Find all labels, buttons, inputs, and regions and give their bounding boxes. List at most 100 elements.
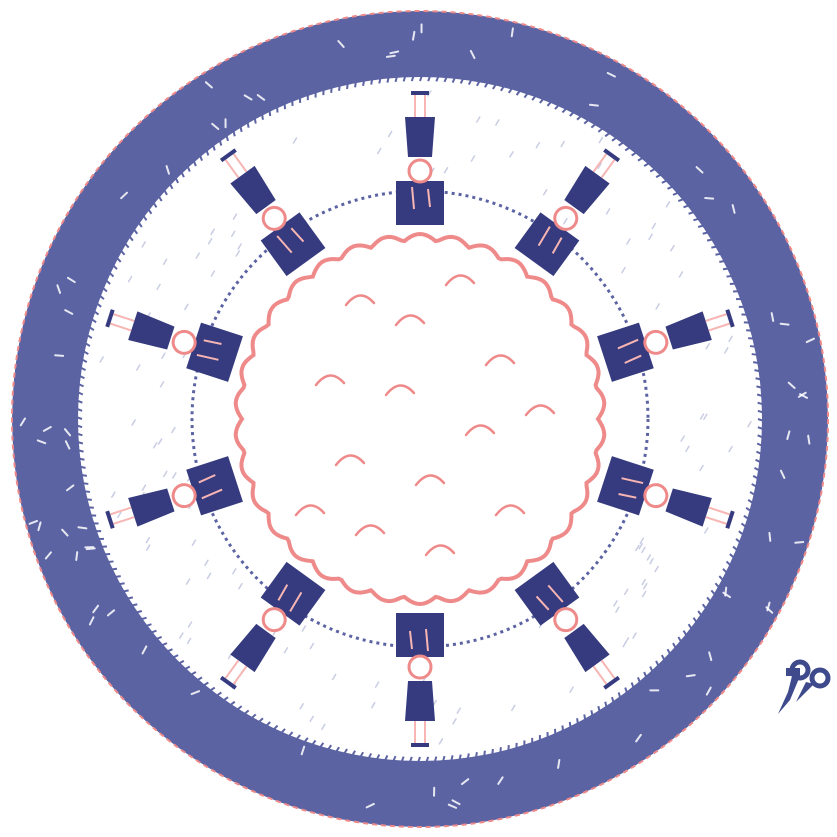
grass-blade xyxy=(81,497,92,501)
grass-blade xyxy=(284,731,294,741)
scissors-icon xyxy=(778,659,831,714)
grass-blade xyxy=(604,129,615,138)
girl-figure xyxy=(405,654,435,747)
grass-blade xyxy=(531,91,540,101)
grass-blade xyxy=(756,385,767,390)
grass-mark xyxy=(685,445,690,453)
grass-mark xyxy=(374,681,380,688)
grass-mark xyxy=(560,140,565,148)
grass-mark xyxy=(511,704,516,712)
grass-blade xyxy=(362,75,366,86)
grass-blade xyxy=(729,282,741,286)
grass-mark xyxy=(117,511,122,519)
girl-figure xyxy=(405,91,435,184)
grass-mark xyxy=(301,625,307,632)
grass-mark xyxy=(443,166,449,174)
grass-mark xyxy=(654,565,659,573)
grass-mark xyxy=(651,222,657,230)
grass-blade xyxy=(247,713,257,723)
grass-blade xyxy=(151,636,163,642)
grass-blade xyxy=(443,71,450,83)
grass-blade xyxy=(677,636,685,647)
grass-blade xyxy=(745,506,756,515)
tree-trunks xyxy=(186,181,654,657)
grass-mark xyxy=(648,233,653,241)
grass-blade xyxy=(757,401,769,407)
grass-blade xyxy=(166,179,174,190)
grass-blade xyxy=(150,197,158,208)
girl-figure xyxy=(553,148,621,231)
grass-mark xyxy=(655,303,660,310)
girls-circle xyxy=(105,91,735,747)
grass-blade xyxy=(78,347,89,355)
grass-blade xyxy=(74,372,85,380)
girl-figure xyxy=(105,309,197,355)
grass-blade xyxy=(715,251,726,256)
ring-speck xyxy=(704,197,715,200)
grass-blade xyxy=(382,755,389,766)
grass-blade xyxy=(714,582,724,592)
ring-speck xyxy=(588,103,599,107)
leaf-stroke xyxy=(344,294,376,307)
grass-blade xyxy=(643,671,650,683)
ring-speck xyxy=(28,519,39,525)
grass-mark xyxy=(210,270,216,277)
grass-blade xyxy=(114,582,125,587)
grass-blade xyxy=(490,748,494,760)
girl-figure xyxy=(553,607,621,690)
grass-blade xyxy=(72,439,84,445)
grass-blade xyxy=(432,756,438,768)
grass-blade xyxy=(173,659,185,667)
ring-speck xyxy=(635,733,642,743)
ring-speck xyxy=(85,547,96,551)
grass-mark xyxy=(638,542,643,550)
grass-blade xyxy=(210,140,216,151)
grass-blade xyxy=(308,739,317,750)
grass-mark xyxy=(635,544,640,552)
grass-blade xyxy=(218,696,229,705)
grass-mark xyxy=(427,90,432,97)
grass-blade xyxy=(435,71,442,82)
grass-mark xyxy=(665,200,671,208)
grass-blade xyxy=(672,189,684,196)
grass-blade xyxy=(126,603,138,608)
grass-mark xyxy=(184,303,189,311)
grass-mark xyxy=(131,419,136,426)
grass-blade xyxy=(725,560,735,570)
grass-blade xyxy=(110,575,121,579)
grass-mark xyxy=(563,217,568,225)
ring-speck xyxy=(106,609,116,617)
grass-mark xyxy=(159,381,165,388)
grass-mark xyxy=(237,243,242,250)
grass-blade xyxy=(77,356,88,363)
ring-speck xyxy=(722,591,732,599)
grass-blade xyxy=(84,323,95,332)
ring-speck xyxy=(75,551,79,562)
ring-speck xyxy=(770,312,775,322)
grass-mark xyxy=(470,155,476,162)
grass-blade xyxy=(729,553,739,562)
grass-mark xyxy=(476,116,481,123)
grass-blade xyxy=(687,623,696,634)
grass-blade xyxy=(655,171,667,179)
grass-blade xyxy=(77,481,89,485)
grass-blade xyxy=(757,426,769,432)
grass-mark xyxy=(206,572,212,580)
grass-blade xyxy=(637,154,648,162)
ring-speck xyxy=(19,417,26,427)
ring-speck xyxy=(695,166,704,174)
grass-blade xyxy=(269,724,279,734)
grass-blade xyxy=(398,756,405,767)
grass-blade xyxy=(225,700,236,709)
grass-blade xyxy=(338,80,342,91)
ring-speck xyxy=(66,276,76,284)
grass-blade xyxy=(677,196,689,202)
grass-blade xyxy=(144,204,153,215)
grass-blade xyxy=(106,567,118,572)
grass-blade xyxy=(751,483,762,491)
grass-mark xyxy=(127,275,133,283)
grass-mark xyxy=(231,230,236,238)
grass-blade xyxy=(76,473,87,477)
